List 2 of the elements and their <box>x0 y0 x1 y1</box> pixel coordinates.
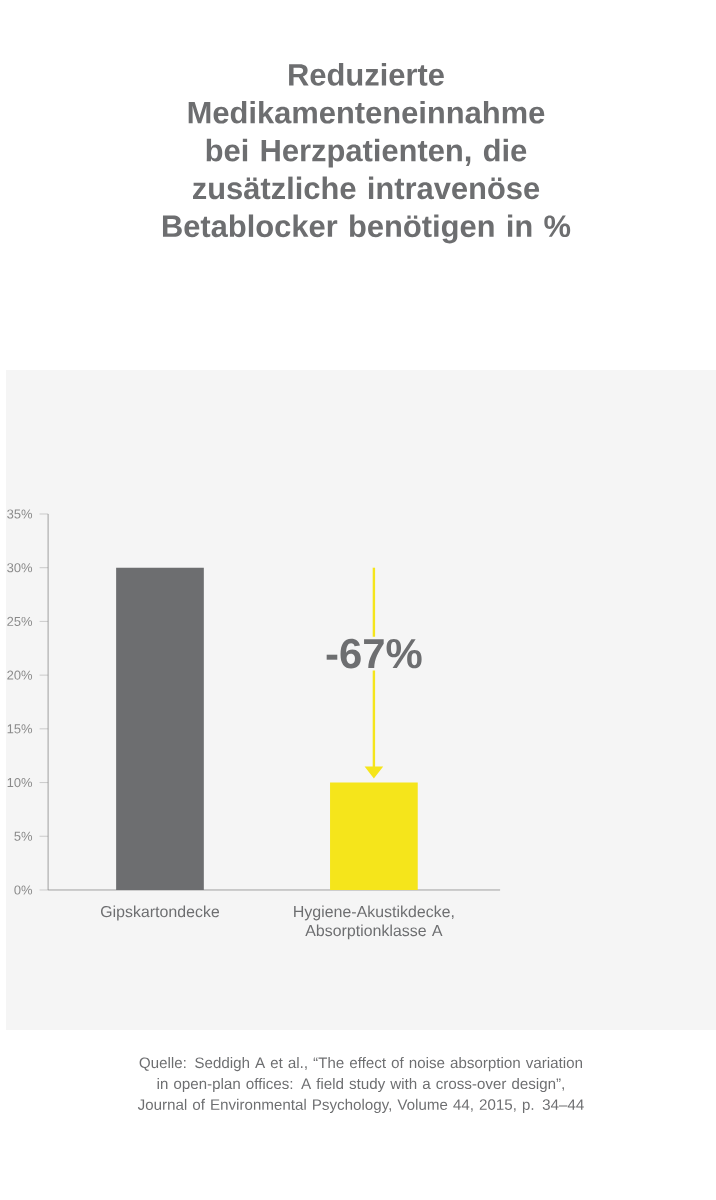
annotation: -67% <box>326 638 422 669</box>
chart-title: Reduzierte Medikamenteneinnahme bei Herzpatienten, die zusätzliche intravenöse Betablocker benötigen in % <box>162 63 571 244</box>
